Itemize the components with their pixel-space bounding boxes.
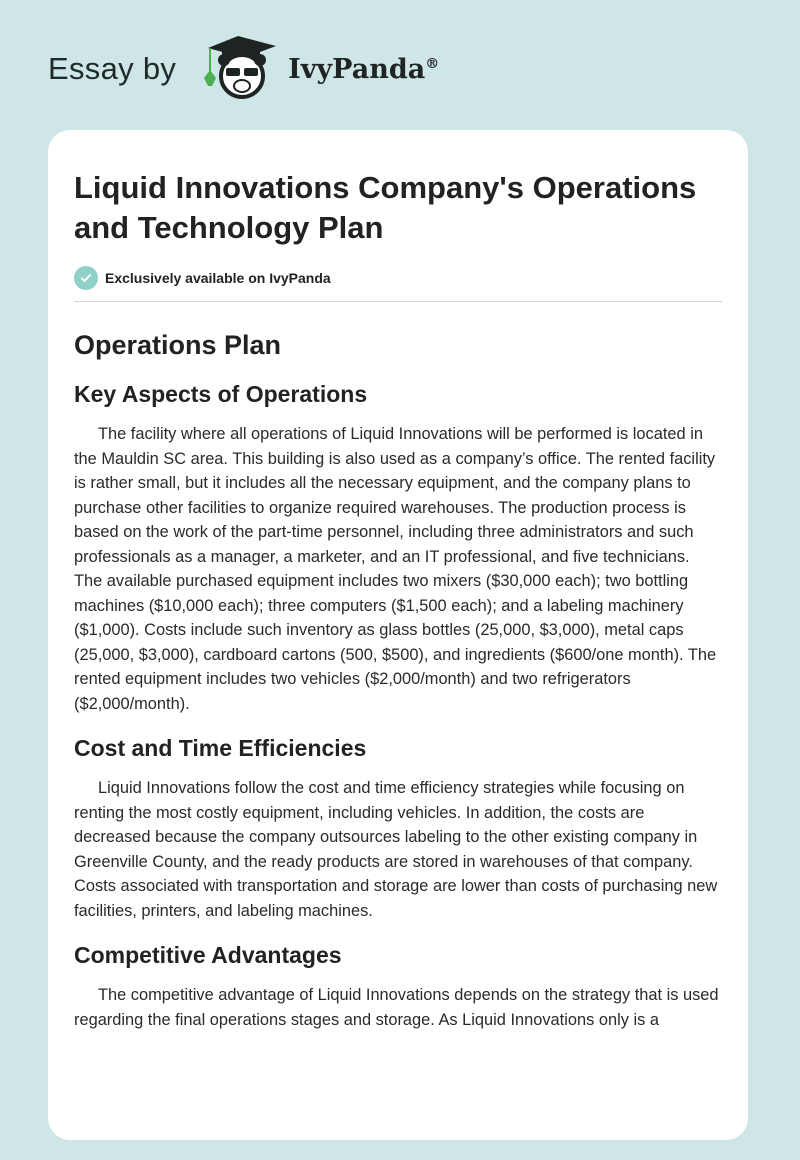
exclusive-badge: Exclusively available on IvyPanda	[74, 266, 722, 290]
brand-text: IvyPanda	[288, 53, 426, 85]
subsection-heading: Cost and Time Efficiencies	[74, 735, 367, 761]
paragraph: Liquid Innovations follow the cost and t…	[74, 779, 718, 920]
essay-card: Liquid Innovations Company's Operations …	[48, 130, 748, 1140]
page-title: Liquid Innovations Company's Operations …	[74, 170, 697, 245]
panda-logo-icon[interactable]	[196, 34, 280, 105]
site-header: Essay by IvyPanda®	[48, 34, 439, 104]
registered-mark: ®	[425, 55, 440, 72]
divider	[74, 301, 722, 302]
check-icon	[74, 266, 98, 290]
subsection-heading: Key Aspects of Operations	[74, 381, 368, 407]
paragraph: The facility where all operations of Liq…	[74, 425, 717, 713]
section-heading: Operations Plan	[74, 330, 282, 360]
subsection-heading: Competitive Advantages	[74, 942, 342, 968]
badge-label: Exclusively available on IvyPanda	[105, 270, 331, 286]
paragraph: The competitive advantage of Liquid Inno…	[74, 986, 719, 1029]
brand-name[interactable]: IvyPanda®	[288, 54, 439, 85]
essay-by-label: Essay by	[48, 51, 177, 86]
